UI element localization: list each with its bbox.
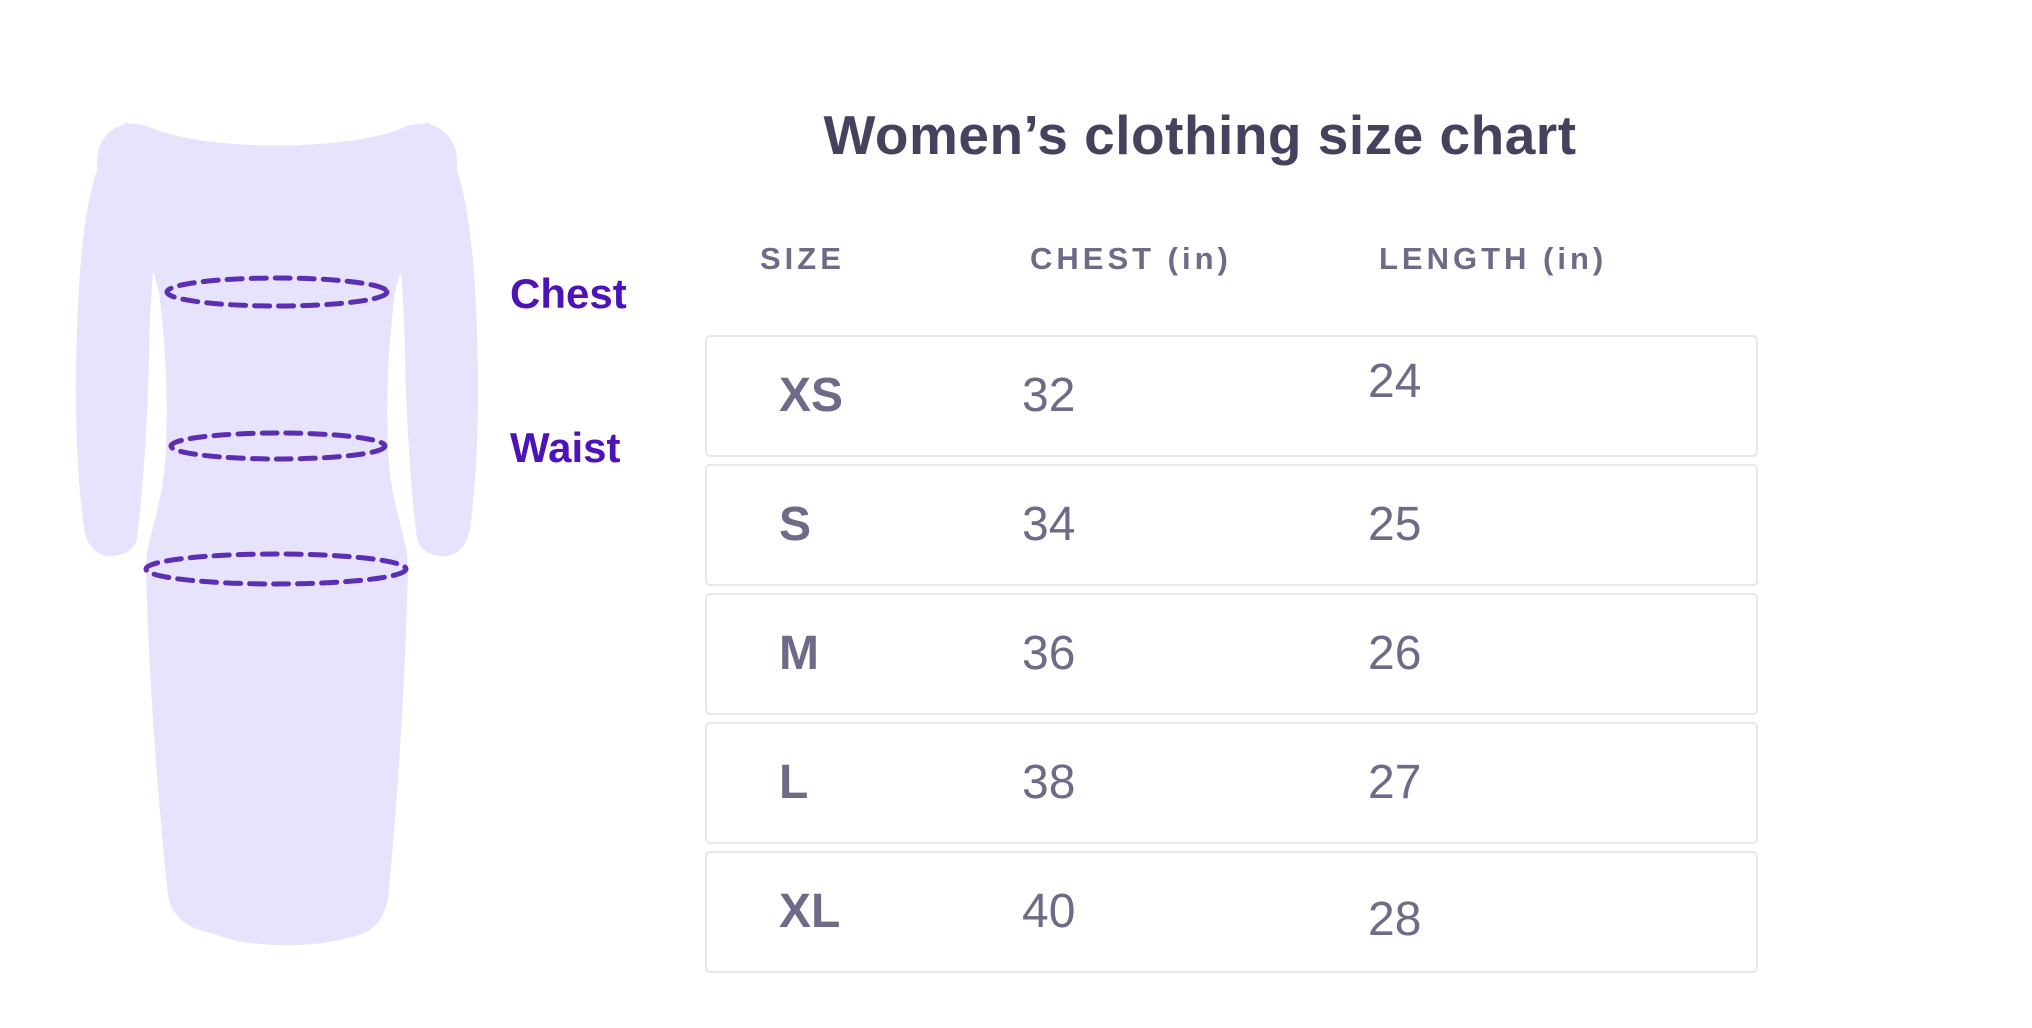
- table-row: M 36 26: [705, 593, 1758, 715]
- length-cell: 24: [1368, 355, 1422, 408]
- waist-label: Waist: [510, 424, 621, 471]
- length-cell: 28: [1368, 893, 1422, 946]
- dress-body: [97, 123, 457, 946]
- page-title: Women’s clothing size chart: [823, 104, 1577, 166]
- length-cell: 25: [1368, 498, 1422, 551]
- column-header-length: LENGTH (in): [1379, 241, 1608, 276]
- chest-label: Chest: [510, 270, 627, 317]
- size-cell: S: [779, 498, 812, 551]
- column-header-size: SIZE: [760, 241, 845, 276]
- dress-silhouette-graphic: [76, 122, 478, 946]
- dress-illustration: [65, 108, 485, 988]
- size-cell: XL: [779, 885, 841, 938]
- length-cell: 27: [1368, 756, 1422, 809]
- chest-cell: 32: [1022, 369, 1076, 422]
- chest-cell: 38: [1022, 756, 1076, 809]
- waist-measure-ellipse: [168, 430, 388, 462]
- chest-cell: 34: [1022, 498, 1076, 551]
- size-table: XS 32 24 S 34 25 M 36 26 L 38 27 XL 40 2…: [705, 335, 1758, 980]
- hip-measure-ellipse: [143, 551, 409, 587]
- chest-cell: 40: [1022, 885, 1076, 938]
- length-cell: 26: [1368, 627, 1422, 680]
- chest-measure-ellipse: [164, 275, 390, 309]
- size-cell: L: [779, 756, 809, 809]
- size-cell: M: [779, 627, 819, 680]
- size-cell: XS: [779, 369, 844, 422]
- table-row: S 34 25: [705, 464, 1758, 586]
- table-row: L 38 27: [705, 722, 1758, 844]
- table-row: XS 32 24: [705, 335, 1758, 457]
- chest-cell: 36: [1022, 627, 1076, 680]
- table-row: XL 40 28: [705, 851, 1758, 973]
- column-header-chest: CHEST (in): [1030, 241, 1232, 276]
